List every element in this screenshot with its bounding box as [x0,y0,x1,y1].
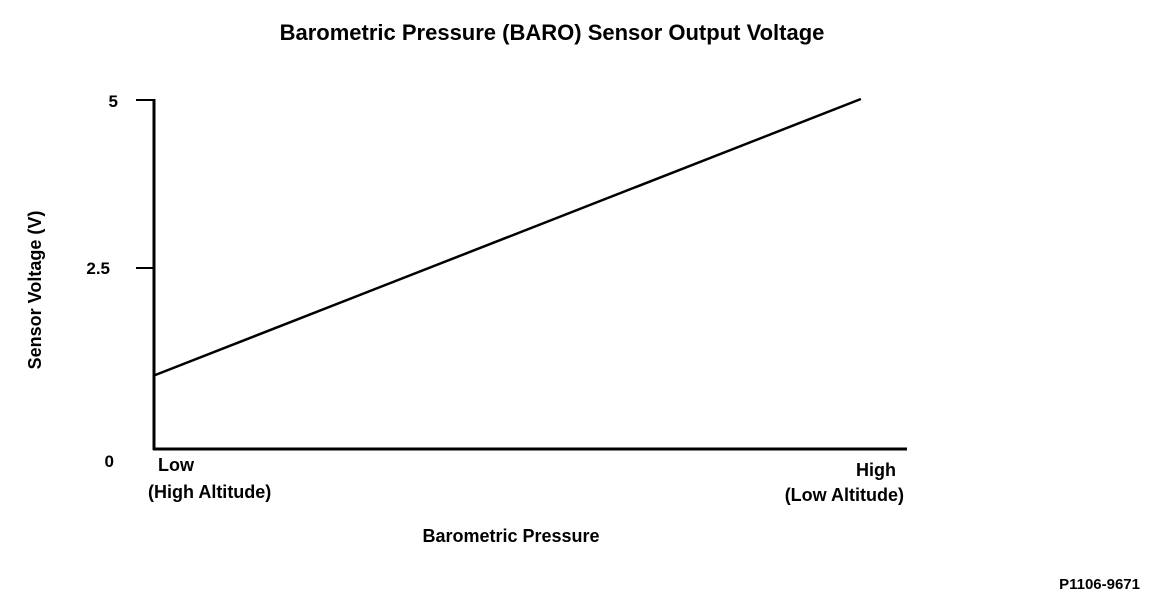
figure-id: P1106-9671 [1059,576,1140,593]
x-tick-sublabel-high: (Low Altitude) [785,485,904,505]
y-tick-label-0: 0 [105,452,114,471]
chart-title: Barometric Pressure (BARO) Sensor Output… [280,20,825,45]
y-tick-label-2-5: 2.5 [86,259,110,278]
series-line [153,97,862,377]
y-axis-label: Sensor Voltage (V) [25,211,45,370]
x-tick-label-high: High [856,460,896,480]
x-tick-sublabel-low: (High Altitude) [148,482,271,502]
y-tick-label-5: 5 [109,92,118,111]
x-axis-label: Barometric Pressure [422,526,599,546]
x-tick-label-low: Low [158,455,195,475]
